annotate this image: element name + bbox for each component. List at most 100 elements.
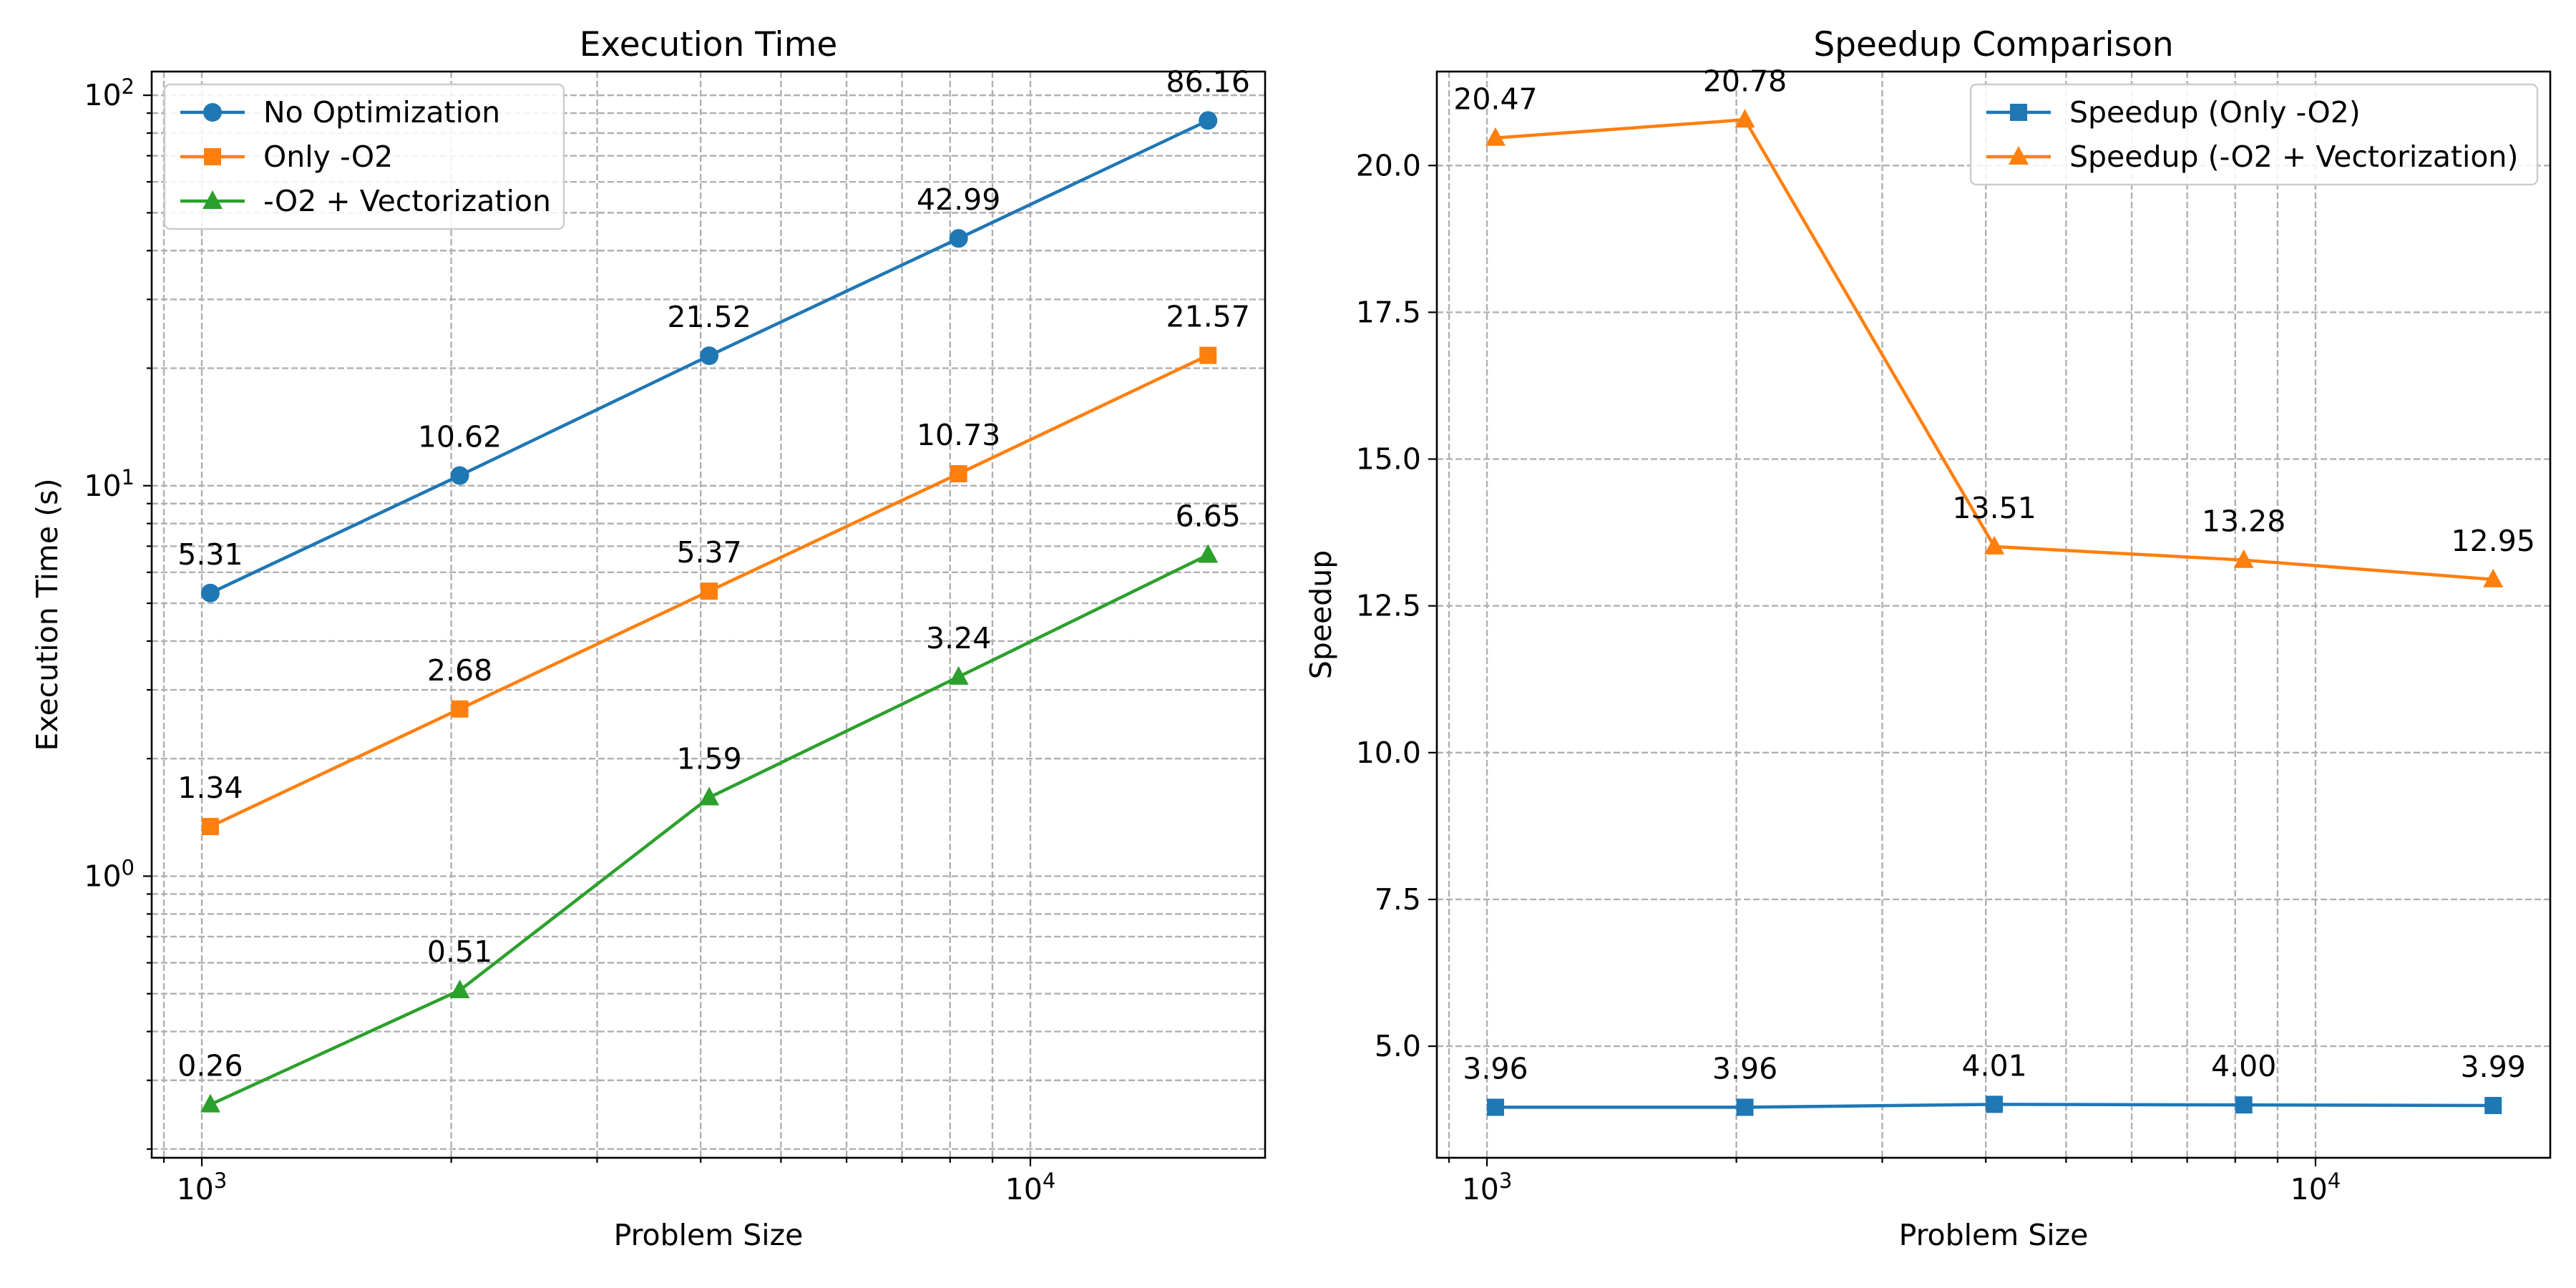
- y-tick-label: 17.5: [1356, 295, 1421, 329]
- data-label: 3.24: [926, 621, 991, 655]
- legend-marker: [2010, 104, 2027, 121]
- data-point: [1198, 544, 1219, 563]
- x-tick-label: 103: [177, 1169, 228, 1206]
- data-point: [201, 818, 219, 836]
- x-tick-label: 103: [1462, 1169, 1513, 1206]
- grid-lines: [152, 72, 1265, 1158]
- x-tick-label: 104: [1005, 1169, 1056, 1206]
- data-label: 1.59: [676, 742, 741, 776]
- data-point: [450, 466, 469, 485]
- series-2: 0.26 0.51 1.59 3.24 6.65: [177, 499, 1241, 1113]
- data-label: 3.96: [1712, 1051, 1777, 1085]
- series-0: 3.96 3.96 4.01 4.00 3.99: [1463, 1048, 2526, 1116]
- y-tick-label: 7.5: [1375, 882, 1421, 917]
- data-point: [1199, 111, 1218, 130]
- legend-label: Speedup (-O2 + Vectorization): [2069, 140, 2519, 174]
- y-tick-label: 102: [84, 74, 135, 112]
- data-point: [950, 465, 967, 483]
- data-label: 2.68: [427, 653, 492, 688]
- data-point: [1199, 346, 1217, 364]
- legend-marker: [203, 103, 222, 122]
- y-tick-label-exponent: 1: [122, 465, 135, 489]
- series-1: 1.34 2.68 5.37 10.73 21.57: [177, 300, 1250, 836]
- y-tick-label-base: 10: [84, 859, 121, 893]
- legend-marker: [204, 148, 221, 165]
- data-label: 4.00: [2211, 1049, 2276, 1083]
- data-point: [2235, 1096, 2253, 1114]
- legend-label: -O2 + Vectorization: [263, 184, 551, 218]
- legend-box: [1969, 83, 2539, 186]
- x-tick-label-base: 10: [177, 1172, 214, 1206]
- axes-frame: [1435, 70, 2552, 1159]
- y-tick-label-base: 10: [84, 78, 121, 112]
- data-label: 0.51: [427, 935, 492, 969]
- x-tick-label-exponent: 4: [2328, 1169, 2341, 1193]
- data-label: 13.28: [2202, 504, 2285, 539]
- legend-marker: [203, 190, 223, 209]
- data-label: 21.57: [1166, 300, 1250, 334]
- x-tick-label-base: 10: [1005, 1172, 1043, 1206]
- data-label: 5.31: [177, 537, 243, 572]
- legend-item: -O2 + Vectorization: [180, 184, 551, 218]
- data-point: [1486, 1098, 1504, 1116]
- y-tick-label: 15.0: [1356, 442, 1421, 477]
- data-label: 12.95: [2451, 524, 2535, 558]
- data-point: [2484, 1096, 2502, 1114]
- data-label: 10.62: [418, 420, 502, 454]
- y-tick-label-exponent: 0: [122, 855, 135, 879]
- data-point: [200, 1093, 220, 1113]
- series-1: 20.47 20.78 13.51 13.28 12.95: [1453, 64, 2535, 587]
- data-label: 42.99: [917, 182, 1000, 217]
- x-tick-label-exponent: 3: [214, 1169, 227, 1193]
- legend-box: [163, 83, 565, 230]
- data-point: [2483, 568, 2504, 587]
- data-label: 21.52: [667, 300, 751, 334]
- y-axis-label: Execution Time (s): [30, 479, 64, 751]
- grid-lines: [1437, 72, 2550, 1158]
- y-tick-label: 5.0: [1375, 1029, 1421, 1063]
- tick-marks: [143, 94, 1032, 1166]
- data-point: [1736, 1098, 1754, 1116]
- chart-title: Speedup Comparison: [1813, 25, 2173, 64]
- data-point: [700, 346, 719, 366]
- y-tick-label: 100: [84, 855, 135, 893]
- data-label: 86.16: [1166, 64, 1250, 99]
- x-tick-label-exponent: 4: [1043, 1169, 1055, 1193]
- legend-marker: [2009, 146, 2029, 165]
- data-point: [2233, 549, 2254, 568]
- y-tick-label: 101: [84, 465, 135, 503]
- legend-item: Speedup (-O2 + Vectorization): [1986, 140, 2519, 174]
- data-label: 3.99: [2461, 1050, 2526, 1084]
- legend-label: No Optimization: [263, 95, 500, 130]
- axes-frame: [150, 70, 1267, 1159]
- x-tick-label: 104: [2290, 1169, 2341, 1206]
- data-point: [200, 583, 220, 602]
- data-label: 10.73: [917, 418, 1000, 452]
- data-point: [1984, 535, 2005, 555]
- data-label: 0.26: [177, 1049, 243, 1083]
- data-label: 20.78: [1703, 64, 1787, 98]
- legend: No Optimization Only -O2 -O2 + Vectorizati…: [163, 83, 565, 230]
- data-point: [451, 700, 469, 718]
- data-label: 1.34: [177, 771, 243, 805]
- y-axis-label: Speedup: [1304, 550, 1338, 680]
- y-tick-label-exponent: 2: [122, 74, 135, 99]
- data-label: 4.01: [1961, 1048, 2026, 1083]
- x-tick-label-exponent: 3: [1499, 1169, 1512, 1193]
- x-axis-label: Problem Size: [614, 1218, 804, 1252]
- legend-label: Only -O2: [263, 140, 393, 174]
- legend: Speedup (Only -O2) Speedup (-O2 + Vectori…: [1969, 83, 2539, 186]
- legend-item: Speedup (Only -O2): [1986, 95, 2361, 130]
- y-tick-label: 20.0: [1356, 148, 1421, 182]
- data-point: [449, 980, 470, 999]
- speedup-comparison-panel: 103 1045.07.510.012.515.017.520.0Speedup …: [1304, 25, 2552, 1252]
- data-label: 5.37: [676, 535, 741, 570]
- legend-label: Speedup (Only -O2): [2069, 95, 2361, 130]
- legend-item: No Optimization: [180, 95, 500, 130]
- data-point: [949, 229, 968, 248]
- x-tick-label-base: 10: [2290, 1172, 2328, 1206]
- y-tick-label-base: 10: [84, 469, 121, 503]
- y-tick-label: 12.5: [1356, 589, 1421, 623]
